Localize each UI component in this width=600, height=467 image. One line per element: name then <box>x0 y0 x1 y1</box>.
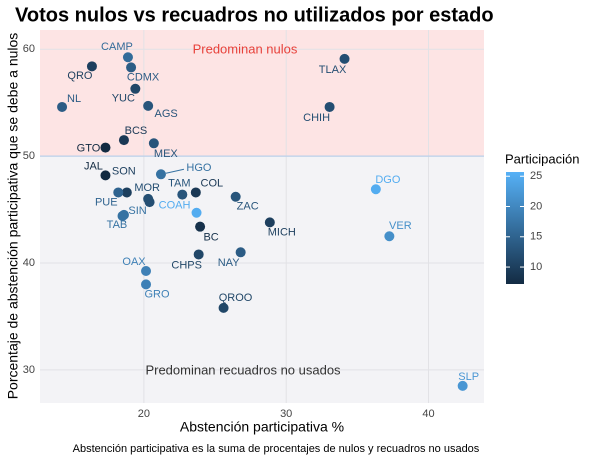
point <box>264 217 275 228</box>
point-label: QROO <box>219 292 253 304</box>
x-tick-label: 20 <box>138 408 150 420</box>
point <box>130 83 141 94</box>
point-label: MOR <box>134 182 160 194</box>
point <box>218 302 229 313</box>
point <box>155 169 166 180</box>
legend-title: Participación <box>505 151 579 166</box>
point-label: SLP <box>458 371 479 383</box>
y-tick-label: 60 <box>23 43 35 55</box>
point-label: JAL <box>84 160 103 172</box>
point-label: SON <box>112 165 136 177</box>
point <box>118 135 129 146</box>
point-label: COL <box>201 177 224 189</box>
colorbar-label: 15 <box>530 231 542 243</box>
point <box>141 279 152 290</box>
colorbar-label: 10 <box>530 261 542 273</box>
x-axis-label: Abstención participativa % <box>180 419 344 435</box>
point <box>339 53 350 64</box>
point-label: AGS <box>155 108 178 120</box>
point-label: YUC <box>112 93 135 105</box>
point-label: TAM <box>168 177 190 189</box>
point <box>100 170 111 181</box>
point-label: SIN <box>128 205 146 217</box>
point <box>86 61 97 72</box>
point <box>177 189 188 200</box>
point <box>193 249 204 260</box>
point <box>113 187 124 198</box>
annotation: Predominan nulos <box>193 41 298 56</box>
point-label: BC <box>203 232 218 244</box>
x-tick-label: 30 <box>280 408 292 420</box>
y-axis-label: Porcentaje de abstención participativa q… <box>5 33 21 400</box>
point <box>121 187 132 198</box>
panel-background-bottom <box>40 156 484 403</box>
x-tick-label: 40 <box>422 408 434 420</box>
point <box>122 52 133 63</box>
label-leader <box>165 168 185 174</box>
point <box>191 207 202 218</box>
point-label: ZAC <box>237 201 259 213</box>
point-label: GTO <box>77 142 101 154</box>
point <box>190 187 201 198</box>
point <box>370 184 381 195</box>
y-tick-label: 40 <box>23 257 35 269</box>
y-tick-label: 30 <box>23 364 35 376</box>
point-label: TLAX <box>319 64 347 76</box>
point-label: BCS <box>125 125 148 137</box>
point <box>235 247 246 258</box>
point <box>457 380 468 391</box>
point-label: CHIH <box>303 112 330 124</box>
colorbar-label: 25 <box>530 170 542 182</box>
colorbar <box>506 172 524 284</box>
panel-background-top <box>40 30 484 157</box>
point <box>143 100 154 111</box>
point-label: CDMX <box>127 71 160 83</box>
point <box>230 191 241 202</box>
point <box>195 221 206 232</box>
point <box>141 266 152 277</box>
point-label: MEX <box>154 148 179 160</box>
point-label: DGO <box>375 174 401 186</box>
y-tick-label: 50 <box>23 150 35 162</box>
point-label: PUE <box>95 196 118 208</box>
point <box>324 101 335 112</box>
chart-title: Votos nulos vs recuadros no utilizados p… <box>15 4 494 26</box>
point-label: VER <box>389 220 412 232</box>
annotation: Predominan recuadros no usados <box>145 362 341 377</box>
point <box>100 142 111 153</box>
point-label: OAX <box>122 256 146 268</box>
colorbar-label: 20 <box>530 200 542 212</box>
point-label: COAH <box>159 200 191 212</box>
point <box>148 138 159 149</box>
point-label: NL <box>67 93 81 105</box>
point-label: MICH <box>268 226 296 238</box>
caption: Abstención participativa es la suma de p… <box>73 443 480 455</box>
point-label: TAB <box>107 219 128 231</box>
point-label: CHPS <box>171 259 202 271</box>
point-label: HGO <box>186 162 212 174</box>
point-label: GRO <box>144 288 170 300</box>
point <box>144 197 155 208</box>
point <box>57 101 68 112</box>
point <box>126 62 137 73</box>
point-label: QRO <box>67 70 93 82</box>
point-label: NAY <box>218 257 240 269</box>
point-label: CAMP <box>101 41 133 53</box>
point <box>384 231 395 242</box>
point <box>118 209 129 220</box>
